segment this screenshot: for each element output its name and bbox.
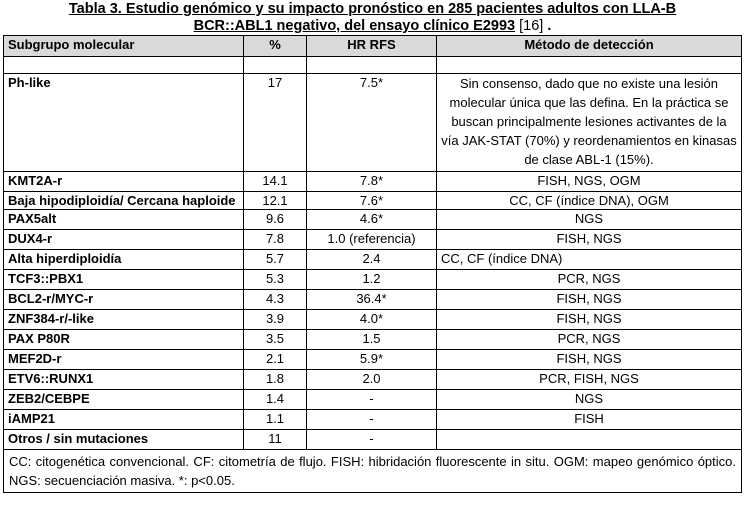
caption-end: . [543, 18, 552, 34]
percent-cell: 4.3 [243, 289, 307, 310]
table-row: TCF3::PBX1 5.3 1.2 PCR, NGS [3, 269, 742, 290]
subgroup-cell: ZEB2/CEBPE [3, 389, 244, 410]
percent-cell: 2.1 [243, 349, 307, 370]
subgroup-cell: TCF3::PBX1 [3, 269, 244, 290]
table-row: MEF2D-r 2.1 5.9* FISH, NGS [3, 349, 742, 370]
table-row: ETV6::RUNX1 1.8 2.0 PCR, FISH, NGS [3, 369, 742, 390]
table-row: ZNF384-r/-like 3.9 4.0* FISH, NGS [3, 309, 742, 330]
method-cell: FISH, NGS [436, 349, 742, 370]
method-cell: PCR, NGS [436, 329, 742, 350]
percent-cell: 11 [243, 429, 307, 450]
method-cell: FISH [436, 409, 742, 430]
table-row: Ph-like 17 7.5* Sin consenso, dado que n… [3, 73, 742, 172]
spacer-row [3, 56, 742, 74]
table-row: PAX P80R 3.5 1.5 PCR, NGS [3, 329, 742, 350]
spacer-cell [3, 56, 244, 74]
subgroup-cell: MEF2D-r [3, 349, 244, 370]
hr-cell: 4.0* [306, 309, 437, 330]
table-row: iAMP21 1.1 - FISH [3, 409, 742, 430]
hr-cell: 7.8* [306, 171, 437, 192]
percent-cell: 7.8 [243, 229, 307, 250]
percent-cell: 3.5 [243, 329, 307, 350]
subgroup-cell: PAX5alt [3, 209, 244, 230]
method-cell: FISH, NGS, OGM [436, 171, 742, 192]
hr-cell: 36.4* [306, 289, 437, 310]
subgroup-cell: iAMP21 [3, 409, 244, 430]
header-hr: HR RFS [306, 35, 437, 57]
caption-title-2: BCR::ABL1 negativo, del ensayo clínico E… [193, 18, 516, 34]
subgroup-cell: Ph-like [3, 73, 244, 172]
method-cell: PCR, FISH, NGS [436, 369, 742, 390]
footnote: CC: citogenética convencional. CF: citom… [3, 449, 742, 493]
hr-cell: - [306, 429, 437, 450]
hr-cell: 2.0 [306, 369, 437, 390]
subgroup-cell: Baja hipodiploidía/ Cercana haploide [3, 191, 244, 210]
percent-cell: 1.8 [243, 369, 307, 390]
caption-line-1: Tabla 3. Estudio genómico y su impacto p… [0, 1, 745, 18]
subgroup-cell: Alta hiperdiploidía [3, 249, 244, 270]
hr-cell: 1.0 (referencia) [306, 229, 437, 250]
spacer-cell [436, 56, 742, 74]
method-cell: CC, CF (índice DNA) [436, 249, 742, 270]
hr-cell: - [306, 389, 437, 410]
spacer-cell [306, 56, 437, 74]
method-cell: PCR, NGS [436, 269, 742, 290]
table-row: DUX4-r 7.8 1.0 (referencia) FISH, NGS [3, 229, 742, 250]
subgroup-cell: ETV6::RUNX1 [3, 369, 244, 390]
table-row: Otros / sin mutaciones 11 - [3, 429, 742, 450]
header-method: Método de detección [436, 35, 742, 57]
subgroup-cell: BCL2-r/MYC-r [3, 289, 244, 310]
percent-cell: 9.6 [243, 209, 307, 230]
caption-label: Tabla 3. [68, 1, 122, 17]
hr-cell: 2.4 [306, 249, 437, 270]
hr-cell: 1.2 [306, 269, 437, 290]
subgroup-cell: PAX P80R [3, 329, 244, 350]
table-row: BCL2-r/MYC-r 4.3 36.4* FISH, NGS [3, 289, 742, 310]
spacer-cell [243, 56, 307, 74]
method-cell: FISH, NGS [436, 229, 742, 250]
header-row: Subgrupo molecular % HR RFS Método de de… [3, 35, 742, 57]
subgroup-cell: ZNF384-r/-like [3, 309, 244, 330]
method-cell: NGS [436, 209, 742, 230]
table-row: ZEB2/CEBPE 1.4 - NGS [3, 389, 742, 410]
hr-cell: 7.6* [306, 191, 437, 210]
hr-cell: 4.6* [306, 209, 437, 230]
method-cell: Sin consenso, dado que no existe una les… [436, 73, 742, 172]
table-row: PAX5alt 9.6 4.6* NGS [3, 209, 742, 230]
method-cell: FISH, NGS [436, 309, 742, 330]
percent-cell: 12.1 [243, 191, 307, 210]
percent-cell: 5.7 [243, 249, 307, 270]
hr-cell: 1.5 [306, 329, 437, 350]
caption-title-1: Estudio genómico y su impacto pronóstico… [121, 1, 677, 17]
hr-cell: 5.9* [306, 349, 437, 370]
method-cell: NGS [436, 389, 742, 410]
genomic-table: Subgrupo molecular % HR RFS Método de de… [3, 35, 742, 493]
hr-cell: - [306, 409, 437, 430]
method-cell: CC, CF (índice DNA), OGM [436, 191, 742, 210]
percent-cell: 17 [243, 73, 307, 172]
percent-cell: 3.9 [243, 309, 307, 330]
caption-reference: [16] [519, 18, 544, 34]
table-caption: Tabla 3. Estudio genómico y su impacto p… [0, 0, 745, 35]
caption-line-2: BCR::ABL1 negativo, del ensayo clínico E… [0, 18, 745, 35]
header-subgroup: Subgrupo molecular [3, 35, 244, 57]
table-row: Baja hipodiploidía/ Cercana haploide 12.… [3, 191, 742, 210]
subgroup-cell: KMT2A-r [3, 171, 244, 192]
method-cell: FISH, NGS [436, 289, 742, 310]
percent-cell: 1.4 [243, 389, 307, 410]
percent-cell: 1.1 [243, 409, 307, 430]
percent-cell: 14.1 [243, 171, 307, 192]
table-row: Alta hiperdiploidía 5.7 2.4 CC, CF (índi… [3, 249, 742, 270]
footnote-row: CC: citogenética convencional. CF: citom… [3, 449, 742, 493]
method-cell [436, 429, 742, 450]
subgroup-cell: Otros / sin mutaciones [3, 429, 244, 450]
subgroup-cell: DUX4-r [3, 229, 244, 250]
header-percent: % [243, 35, 307, 57]
percent-cell: 5.3 [243, 269, 307, 290]
table-row: KMT2A-r 14.1 7.8* FISH, NGS, OGM [3, 171, 742, 192]
hr-cell: 7.5* [306, 73, 437, 172]
